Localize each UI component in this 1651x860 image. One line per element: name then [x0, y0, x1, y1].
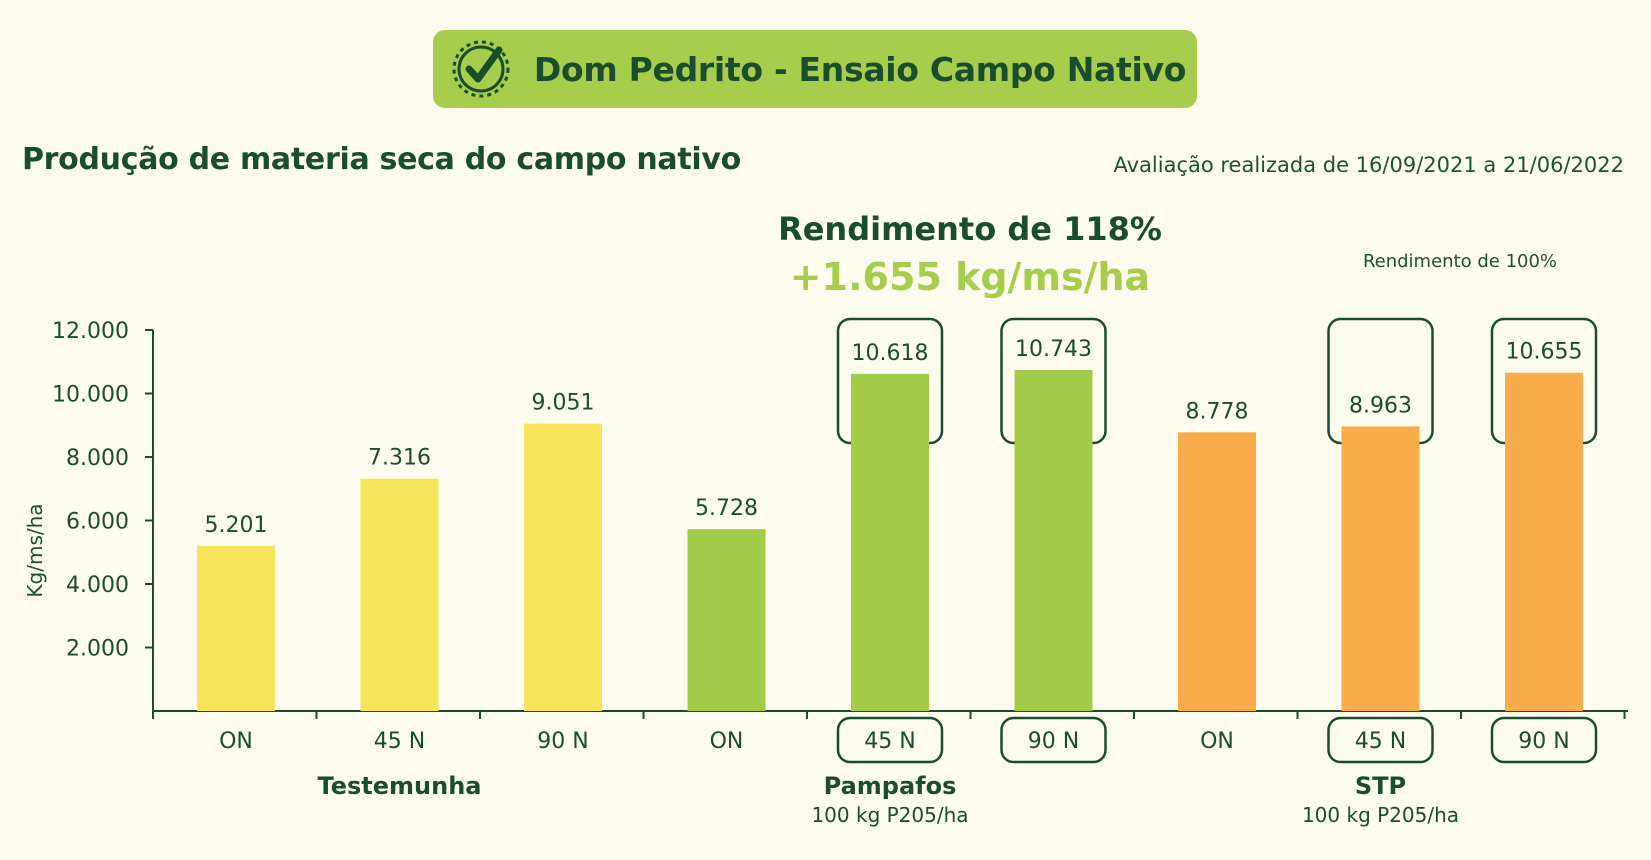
- bar: [524, 423, 602, 711]
- y-tick-label: 2.000: [66, 637, 129, 662]
- title-banner: Dom Pedrito - Ensaio Campo Nativo: [433, 30, 1197, 108]
- bar-value-label: 8.778: [1186, 399, 1249, 424]
- x-category-label: ON: [710, 729, 744, 754]
- bar-value-label: 10.655: [1506, 340, 1583, 365]
- bar-value-label: 9.051: [532, 391, 595, 416]
- group-label: Testemunha: [318, 772, 482, 800]
- y-tick-label: 12.000: [52, 319, 129, 344]
- y-axis-title: Kg/ms/ha: [23, 503, 47, 597]
- rendimento-gain-label: +1.655 kg/ms/ha: [789, 255, 1151, 299]
- highlight-box-bottom: [836, 716, 944, 764]
- rendimento-100-label: Rendimento de 100%: [1362, 251, 1558, 272]
- bar: [851, 373, 929, 711]
- highlight-box-top: [1327, 317, 1434, 445]
- x-category-label: 90 N: [537, 729, 588, 754]
- group-sublabel: 100 kg P205/ha: [811, 803, 968, 827]
- bar: [1505, 372, 1583, 711]
- bar-value-label: 5.201: [205, 513, 268, 538]
- bar-value-label: 8.963: [1349, 393, 1412, 418]
- bar: [197, 545, 275, 711]
- bar-value-label: 10.743: [1015, 337, 1092, 362]
- highlight-box-bottom: [1490, 716, 1598, 764]
- bar: [687, 529, 766, 711]
- highlight-box-bottom: [1000, 716, 1107, 764]
- group-sublabel: 100 kg P205/ha: [1302, 803, 1459, 827]
- group-label: Pampafos: [824, 772, 957, 800]
- chart-subtitle: Produção de materia seca do campo nativo: [22, 142, 741, 177]
- x-category-label: ON: [1200, 729, 1234, 754]
- bar-value-label: 7.316: [368, 446, 431, 471]
- y-tick-label: 8.000: [66, 446, 129, 471]
- x-category-label: 45 N: [1355, 729, 1406, 754]
- x-category-label: 90 N: [1028, 729, 1079, 754]
- y-tick-label: 6.000: [66, 510, 129, 535]
- bar-value-label: 10.618: [852, 341, 929, 366]
- check-badge-icon: [452, 40, 510, 98]
- evaluation-period: Avaliação realizada de 16/09/2021 a 21/0…: [1113, 153, 1624, 177]
- group-label: STP: [1355, 772, 1406, 800]
- bar-chart: 2.000 4.000 6.000 8.000 10.000 12.000 Kg/ms/ha…: [23, 317, 1628, 827]
- x-category-label: 45 N: [374, 729, 425, 754]
- x-category-label: 45 N: [864, 729, 915, 754]
- bar-value-label: 5.728: [695, 496, 758, 521]
- highlight-box-bottom: [1327, 716, 1434, 764]
- bar: [1341, 426, 1420, 711]
- x-category-label: ON: [219, 729, 253, 754]
- bar: [1178, 432, 1256, 711]
- x-category-label: 90 N: [1518, 729, 1569, 754]
- y-tick-label: 10.000: [52, 383, 129, 408]
- y-tick-label: 4.000: [66, 573, 129, 598]
- banner-title: Dom Pedrito - Ensaio Campo Nativo: [533, 49, 1187, 89]
- rendimento-118-label: Rendimento de 118%: [778, 210, 1162, 248]
- bar: [1014, 369, 1093, 711]
- bar: [360, 478, 439, 711]
